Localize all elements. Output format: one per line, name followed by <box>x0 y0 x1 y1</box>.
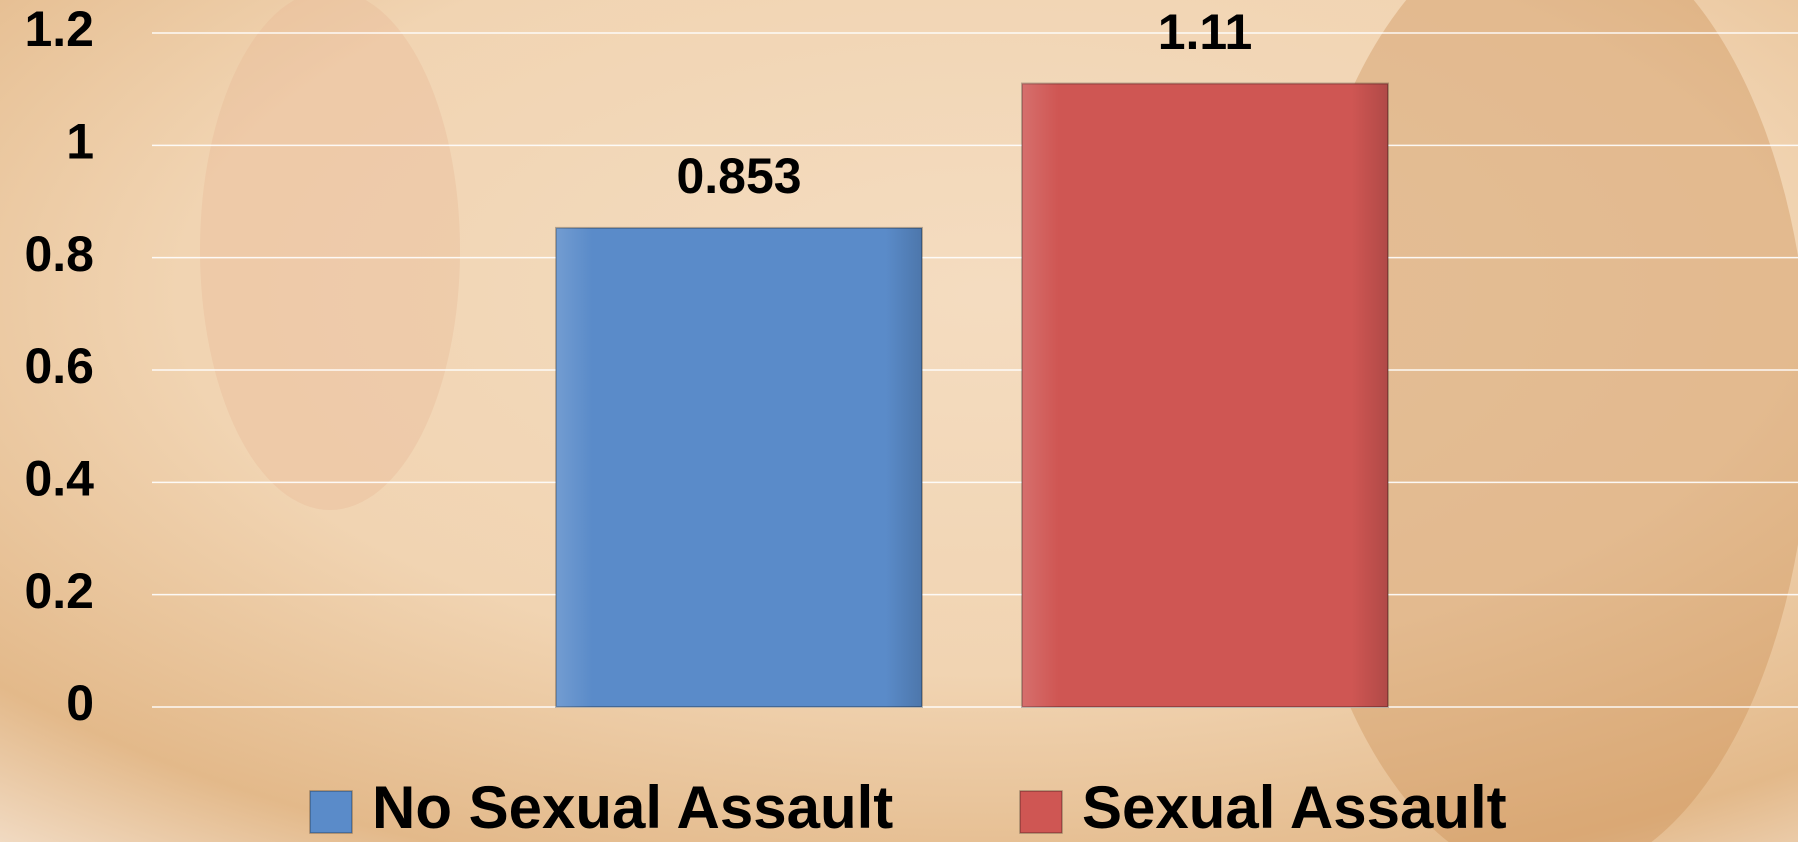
y-tick-label: 0.4 <box>24 451 94 507</box>
y-tick-label: 0.2 <box>24 563 94 619</box>
y-tick-label: 0.8 <box>24 226 94 282</box>
value-label: 1.11 <box>1158 4 1253 60</box>
background-hand <box>200 0 460 510</box>
legend-label: No Sexual Assault <box>372 774 893 841</box>
bar-sheen <box>556 227 922 708</box>
y-tick-label: 1 <box>66 114 94 170</box>
value-label: 0.853 <box>676 148 801 204</box>
y-tick-label: 1.2 <box>24 1 94 57</box>
background-hair <box>1290 0 1798 842</box>
bar-sheen <box>1022 83 1388 708</box>
y-tick-label: 0 <box>66 675 94 731</box>
legend-swatch <box>1019 790 1063 834</box>
legend-label: Sexual Assault <box>1082 774 1507 841</box>
y-tick-label: 0.6 <box>24 338 94 394</box>
legend-swatch <box>309 790 353 834</box>
